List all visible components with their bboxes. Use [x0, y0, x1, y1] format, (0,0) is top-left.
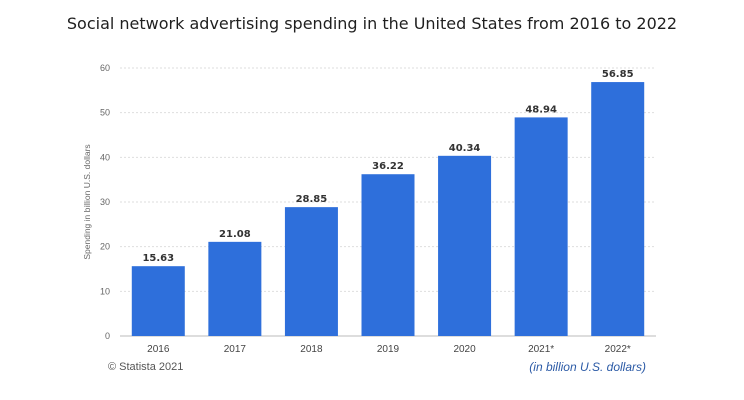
bar-2016 — [131, 266, 185, 336]
data-label: 28.85 — [296, 194, 328, 205]
source-credit: © Statista 2021 — [108, 361, 184, 373]
bar-2021 — [514, 117, 568, 336]
y-tick-label: 40 — [100, 152, 110, 162]
x-tick-label: 2020 — [453, 344, 476, 355]
bar-2019 — [361, 174, 415, 336]
x-tick-label: 2019 — [377, 344, 400, 355]
bars — [131, 82, 645, 336]
y-tick-label: 20 — [100, 242, 110, 252]
data-label: 15.63 — [142, 253, 174, 264]
chart-title: Social network advertising spending in t… — [66, 14, 678, 33]
y-axis-label: Spending in billion U.S. dollars — [82, 144, 92, 259]
y-tick-label: 10 — [100, 286, 110, 296]
bar-2022 — [591, 82, 645, 336]
x-tick-label: 2021* — [528, 344, 554, 355]
data-label: 48.94 — [525, 104, 557, 115]
bar-2020 — [438, 155, 492, 336]
bar-2018 — [284, 207, 338, 336]
bar-2017 — [208, 241, 262, 336]
x-tick-label: 2018 — [300, 344, 323, 355]
data-label: 21.08 — [219, 229, 251, 240]
y-tick-label: 60 — [100, 63, 110, 73]
data-label: 36.22 — [372, 161, 404, 172]
y-axis-ticks: 0 10 20 30 40 50 60 — [100, 63, 110, 341]
data-label: 56.85 — [602, 69, 634, 80]
x-tick-label: 2022* — [605, 344, 631, 355]
y-tick-label: 50 — [100, 108, 110, 118]
unit-note: (in billion U.S. dollars) — [529, 360, 646, 374]
y-tick-label: 0 — [105, 331, 110, 341]
x-tick-label: 2016 — [147, 344, 170, 355]
data-labels: 15.63 21.08 28.85 36.22 40.34 48.94 56.85 — [142, 69, 633, 264]
y-tick-label: 30 — [100, 197, 110, 207]
x-axis-ticks: 2016 2017 2018 2019 2020 2021* 2022* — [147, 344, 631, 355]
x-tick-label: 2017 — [224, 344, 247, 355]
data-label: 40.34 — [449, 143, 481, 154]
